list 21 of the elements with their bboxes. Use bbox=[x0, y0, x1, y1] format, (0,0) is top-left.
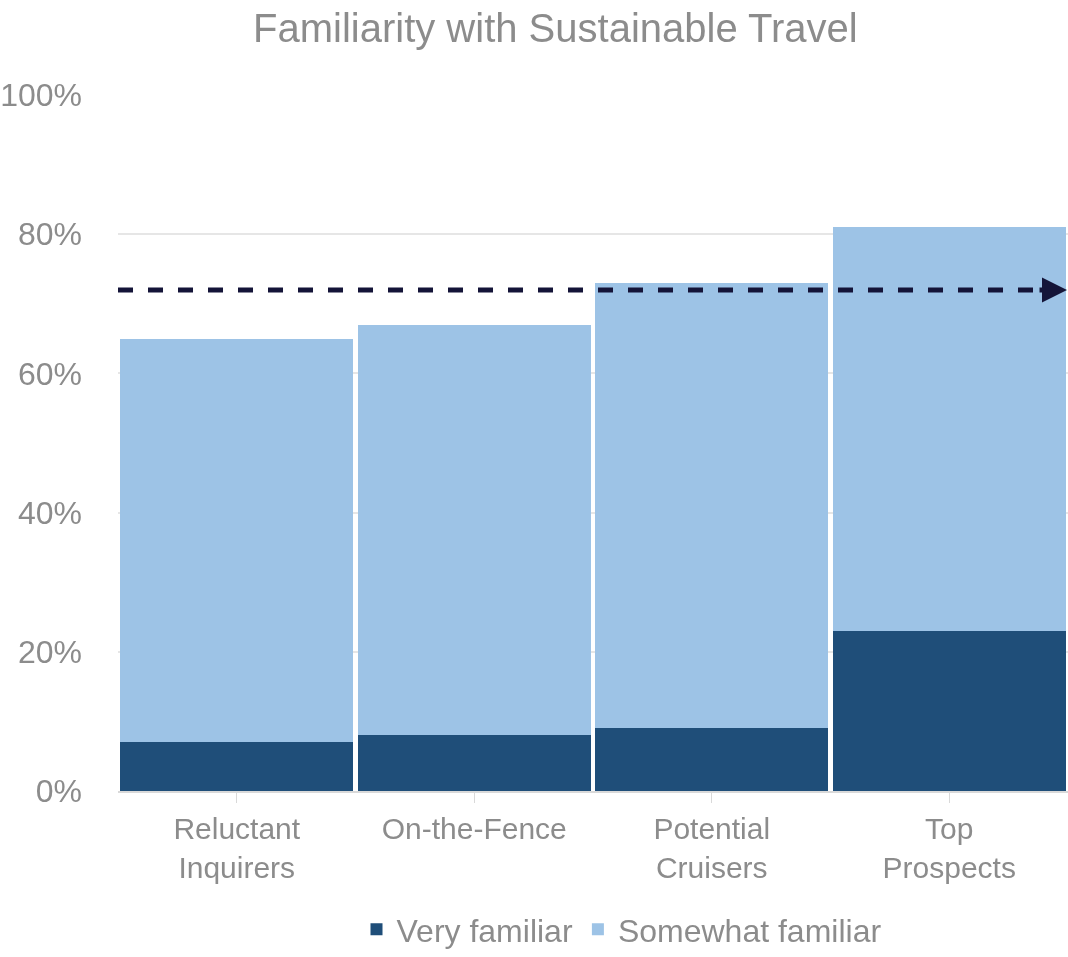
x-tick-label: Potential Cruisers bbox=[653, 811, 771, 884]
y-tick-label: 60% bbox=[17, 355, 82, 392]
bar bbox=[120, 338, 354, 743]
y-tick-label: 20% bbox=[17, 634, 82, 670]
x-tick-label: Reluctant Inquirers bbox=[173, 811, 301, 884]
x-tick-label: On-the-Fence bbox=[381, 811, 567, 845]
y-tick-label: 80% bbox=[17, 216, 82, 253]
bar bbox=[357, 735, 591, 791]
bar bbox=[832, 227, 1066, 631]
legend-label: Very familiar bbox=[396, 912, 573, 949]
bar bbox=[595, 728, 829, 791]
x-tick-label: Top Prospects bbox=[882, 811, 1016, 884]
bar bbox=[595, 282, 829, 729]
y-tick-label: 100% bbox=[0, 77, 82, 114]
legend-label: Somewhat familiar bbox=[617, 912, 882, 949]
bar bbox=[120, 742, 354, 791]
y-tick-label: 40% bbox=[17, 494, 82, 531]
y-tick-label: 0% bbox=[35, 773, 82, 810]
chart-title: Familiarity with Sustainable Travel bbox=[253, 6, 858, 51]
bar bbox=[357, 324, 591, 736]
bar bbox=[832, 630, 1066, 791]
